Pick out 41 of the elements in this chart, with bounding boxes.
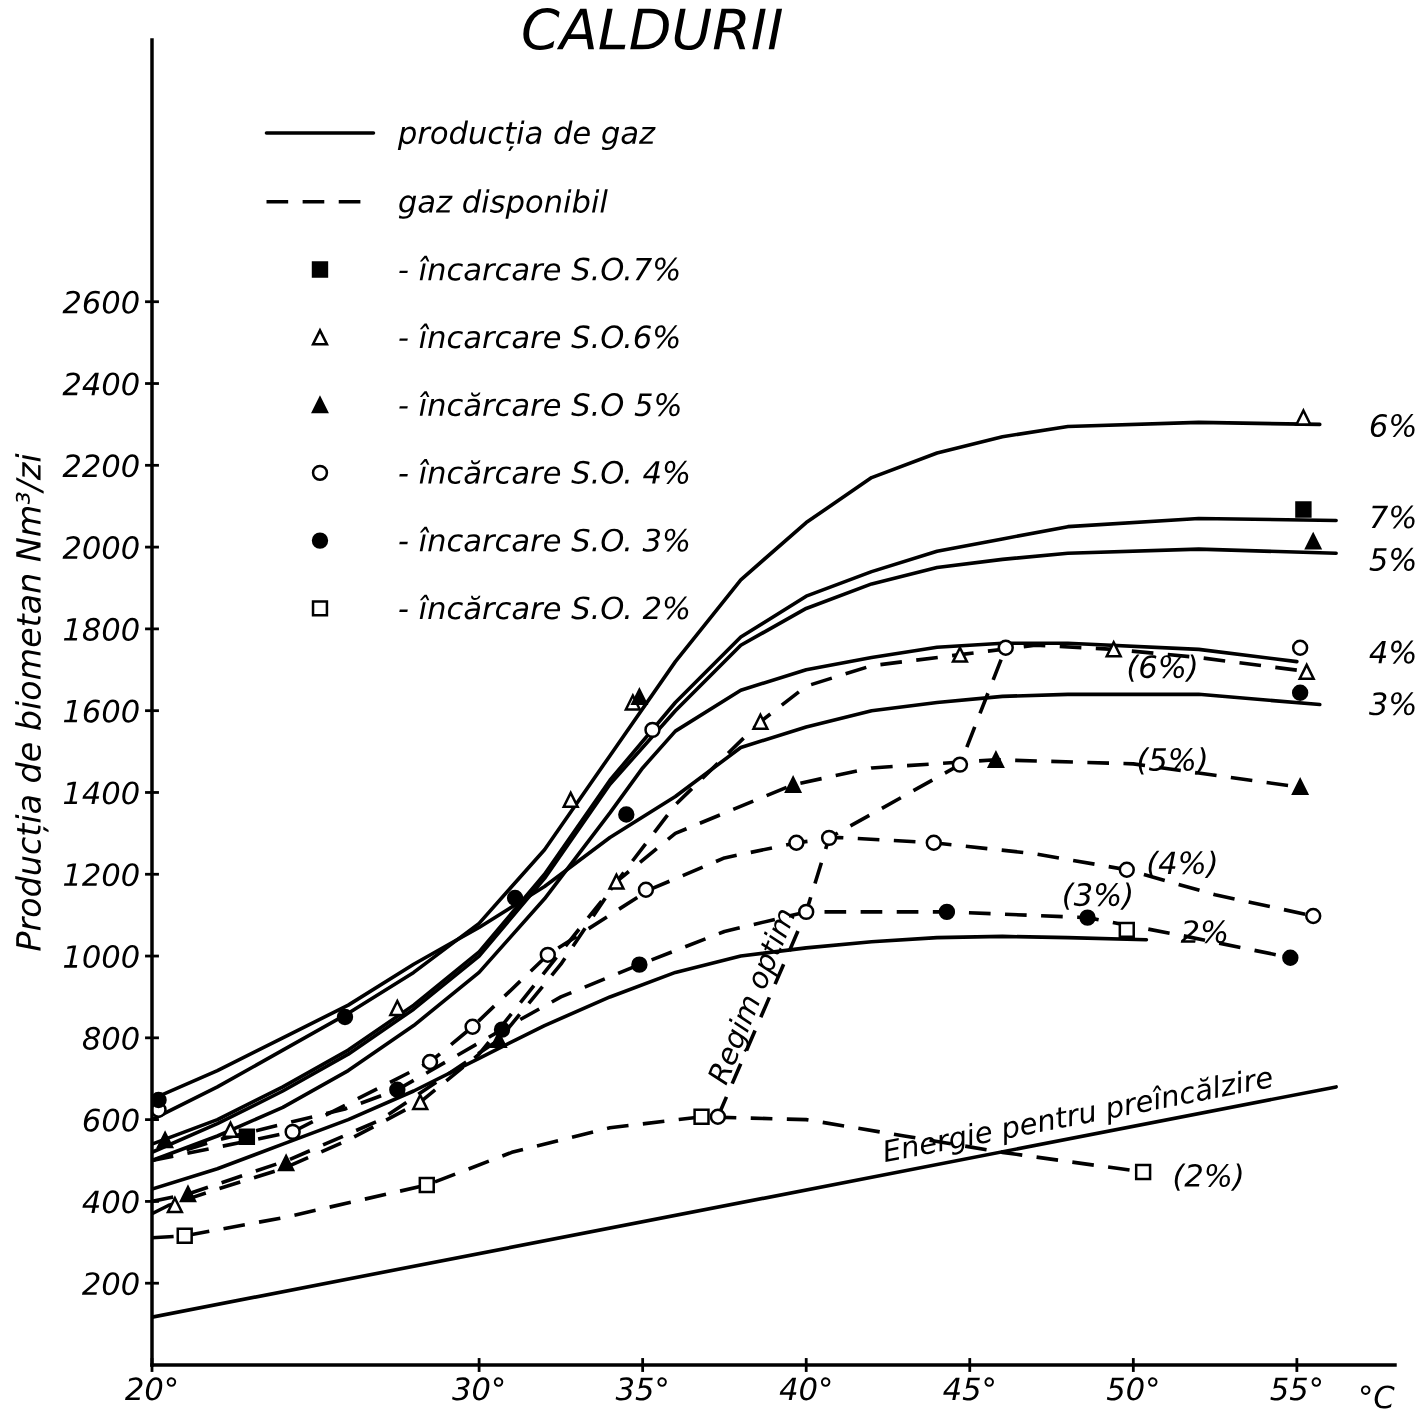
annotation: 3% xyxy=(1368,692,1415,716)
y-tick-label: 2200 xyxy=(62,454,139,478)
x-tick-label: 55° xyxy=(1270,1377,1322,1401)
y-tick-label: 400 xyxy=(82,1190,139,1214)
legend-label: gaz disponibil xyxy=(398,189,608,219)
x-tick-label: 45° xyxy=(943,1377,994,1401)
annotation: 7% xyxy=(1371,505,1415,529)
x-tick-label: 35° xyxy=(615,1377,667,1401)
y-tick-label: 200 xyxy=(81,1272,139,1296)
y-tick-label: 2600 xyxy=(62,290,139,314)
y-tick-label: 800 xyxy=(82,1026,139,1050)
legend-label: - încarcare S.O. 3% xyxy=(399,526,689,552)
annotation: (2%) xyxy=(1174,1163,1242,1191)
y-tick-label: 2000 xyxy=(62,536,139,560)
annotation: 5% xyxy=(1369,547,1415,571)
legend-label: producția de gaz xyxy=(397,120,656,152)
y-axis-title: Producția de biometan Nm³/zi xyxy=(15,453,49,951)
legend-label: - încărcare S.O 5% xyxy=(399,391,680,417)
x-tick-label: 50° xyxy=(1106,1377,1158,1401)
annotation: (6%) xyxy=(1128,654,1196,682)
y-tick-label: 1400 xyxy=(63,781,139,805)
x-axis-title: °C xyxy=(1360,1385,1395,1409)
legend-label: - încarcare S.O.7% xyxy=(399,255,679,281)
x-tick-label: 30° xyxy=(452,1377,504,1401)
legend-label: - încărcare S.O. 4% xyxy=(399,459,689,484)
x-tick-label: 20° xyxy=(125,1377,177,1401)
y-tick-label: 2400 xyxy=(62,372,139,396)
y-tick-label: 1000 xyxy=(63,944,139,969)
chart-title: CALDURII xyxy=(523,8,783,51)
annotation: (4%) xyxy=(1148,850,1216,878)
x-tick-label: 40° xyxy=(779,1377,831,1401)
annotation: (3%) xyxy=(1064,882,1131,910)
annotation: 2% xyxy=(1180,920,1227,944)
y-tick-label: 1200 xyxy=(63,863,139,887)
y-tick-label: 1800 xyxy=(63,617,139,641)
y-tick-label: 600 xyxy=(83,1108,139,1132)
y-tick-label: 1600 xyxy=(63,699,139,723)
legend-label: - încărcare S.O. 2% xyxy=(399,594,689,620)
legend-label: - încarcare S.O.6% xyxy=(399,323,679,349)
annotation: 6% xyxy=(1370,413,1415,438)
annotation: 4% xyxy=(1369,640,1415,664)
